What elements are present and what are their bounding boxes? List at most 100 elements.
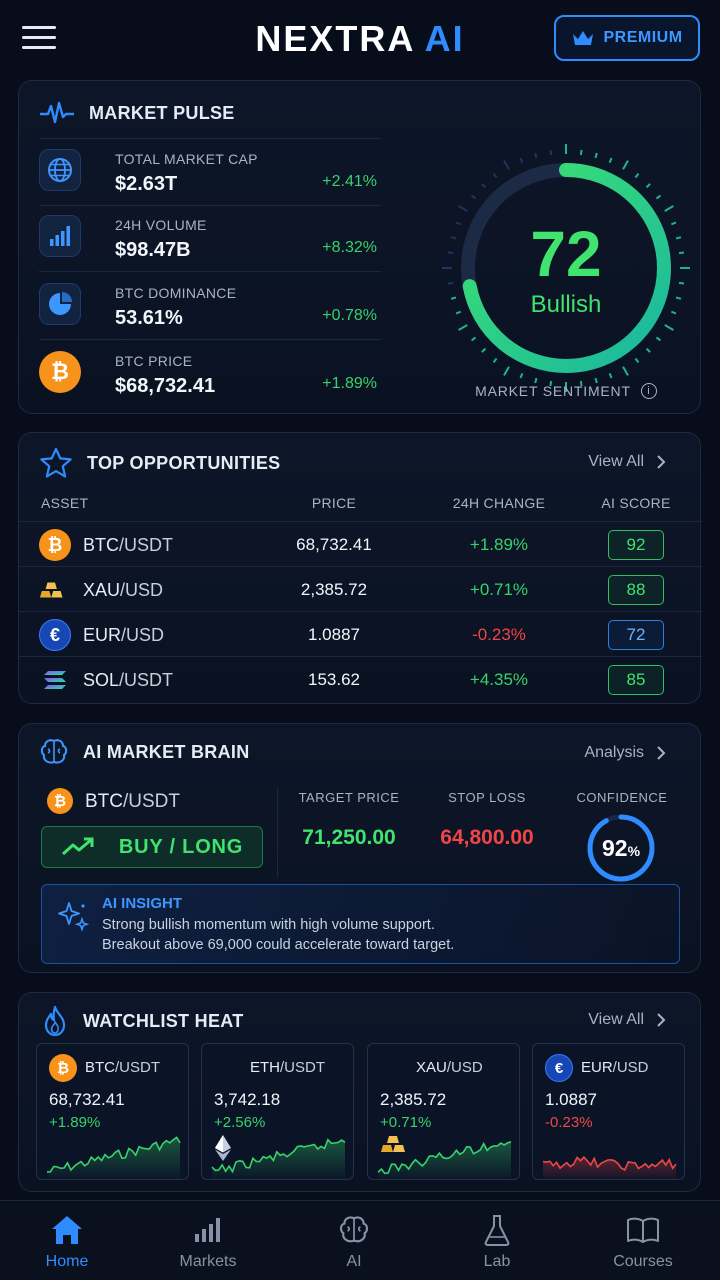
view-all-link[interactable]: View All bbox=[588, 453, 666, 471]
divider bbox=[19, 656, 702, 657]
bitcoin-icon: ₿ bbox=[49, 1054, 77, 1082]
nav-ai[interactable]: AI bbox=[282, 1201, 426, 1280]
divider bbox=[39, 339, 381, 340]
top-opportunities-card: TOP OPPORTUNITIES View All ASSET PRICE 2… bbox=[18, 432, 702, 704]
gauge-tick bbox=[470, 336, 477, 342]
gauge-tick bbox=[455, 310, 462, 315]
sparkline-line bbox=[542, 1156, 677, 1172]
gauge-tick bbox=[634, 172, 640, 179]
pie-chart-icon bbox=[39, 283, 81, 325]
ai-brain-header: AI MARKET BRAIN bbox=[39, 738, 250, 766]
trend-up-icon bbox=[61, 837, 94, 856]
solana-icon bbox=[39, 664, 71, 696]
table-row[interactable]: SOL/USDT 153.62 +4.35% 85 bbox=[19, 657, 702, 701]
buy-long-button[interactable]: BUY / LONG bbox=[41, 826, 263, 868]
top-header: NEXTRA AI PREMIUM bbox=[0, 0, 720, 78]
stat-label: BTC PRICE bbox=[115, 353, 193, 369]
gauge-tick bbox=[678, 251, 685, 255]
gauge-tick bbox=[450, 236, 457, 240]
nav-markets[interactable]: Markets bbox=[136, 1201, 280, 1280]
insight-title: AI INSIGHT bbox=[102, 895, 183, 912]
stat-row[interactable]: BTC DOMINANCE 53.61% +0.78% bbox=[39, 273, 381, 339]
insight-line: Breakout above 69,000 could accelerate t… bbox=[102, 937, 455, 953]
nav-lab[interactable]: Lab bbox=[425, 1201, 569, 1280]
ai-pair: BTC/USDT bbox=[85, 791, 180, 813]
table-row[interactable]: XAU/USD 2,385.72 +0.71% 88 bbox=[19, 567, 702, 611]
brain-icon bbox=[338, 1213, 370, 1247]
premium-button[interactable]: PREMIUM bbox=[554, 15, 700, 61]
home-icon bbox=[50, 1213, 84, 1247]
menu-icon[interactable] bbox=[22, 26, 56, 52]
gauge-tick bbox=[492, 357, 498, 364]
table-row[interactable]: € EUR/USD 1.0887 -0.23% 72 bbox=[19, 612, 702, 656]
watchlist-tile[interactable]: ETH/USDT 3,742.18 +2.56% bbox=[201, 1043, 354, 1180]
gauge-tick bbox=[470, 194, 477, 200]
stat-row[interactable]: TOTAL MARKET CAP $2.63T +2.41% bbox=[39, 139, 381, 205]
asset-change: -0.23% bbox=[472, 625, 526, 644]
brain-icon bbox=[40, 739, 68, 764]
bar-chart-icon bbox=[193, 1213, 223, 1247]
gauge-tick bbox=[481, 347, 487, 353]
tile-price: 2,385.72 bbox=[380, 1090, 447, 1109]
info-icon[interactable]: i bbox=[640, 383, 657, 399]
watchlist-tile[interactable]: XAU/USD 2,385.72 +0.71% bbox=[367, 1043, 520, 1180]
watchlist-header: WATCHLIST HEAT bbox=[41, 1005, 244, 1037]
tile-pair: EUR/USD bbox=[581, 1059, 649, 1076]
asset-change: +1.89% bbox=[469, 535, 529, 554]
view-all-link[interactable]: View All bbox=[588, 1011, 666, 1029]
tile-pair: BTC/USDT bbox=[85, 1059, 160, 1076]
ai-brain-title: AI MARKET BRAIN bbox=[83, 741, 250, 762]
asset-base: BTC bbox=[83, 535, 119, 555]
ai-score-badge: 85 bbox=[608, 665, 664, 695]
asset-quote: /USD bbox=[121, 625, 165, 645]
asset-price: 2,385.72 bbox=[300, 580, 368, 599]
stat-row[interactable]: 24H VOLUME $98.47B +8.32% bbox=[39, 205, 381, 271]
gauge-tick bbox=[481, 183, 487, 189]
stat-change: +1.89% bbox=[322, 375, 377, 392]
ethereum-icon bbox=[214, 1054, 242, 1161]
sparkline-area bbox=[378, 1141, 511, 1179]
sentiment-label: Bullish bbox=[530, 291, 602, 318]
confidence-label: CONFIDENCE bbox=[576, 790, 668, 805]
nav-courses[interactable]: Courses bbox=[571, 1201, 715, 1280]
gauge-tick bbox=[503, 160, 510, 170]
gauge-tick bbox=[678, 281, 685, 285]
watchlist-tile[interactable]: ₿ BTC/USDT 68,732.41 +1.89% bbox=[36, 1043, 189, 1180]
target-price-value: 71,250.00 bbox=[302, 826, 396, 849]
gauge-tick bbox=[455, 221, 462, 226]
sparkline-line bbox=[46, 1136, 181, 1173]
gauge-tick bbox=[675, 236, 682, 240]
star-icon bbox=[40, 447, 72, 478]
gauge-tick bbox=[670, 310, 677, 315]
asset-quote: /USD bbox=[120, 580, 164, 600]
tile-base: EUR bbox=[581, 1059, 613, 1076]
stat-value: 53.61% bbox=[115, 307, 183, 329]
tile-change: +2.56% bbox=[214, 1114, 266, 1131]
analysis-link[interactable]: Analysis bbox=[584, 744, 666, 762]
nav-home[interactable]: Home bbox=[0, 1201, 139, 1280]
top-opportunities-title: TOP OPPORTUNITIES bbox=[87, 452, 281, 473]
analysis-label: Analysis bbox=[584, 744, 644, 761]
watchlist-tile[interactable]: € EUR/USD 1.0887 -0.23% bbox=[532, 1043, 685, 1180]
gauge-tick bbox=[450, 296, 457, 300]
sparkline-line bbox=[211, 1138, 346, 1174]
sparkle-icon bbox=[58, 902, 90, 932]
divider bbox=[19, 566, 702, 567]
table-row[interactable]: ₿ BTC/USDT 68,732.41 +1.89% 92 bbox=[19, 522, 702, 566]
asset-price: 153.62 bbox=[308, 670, 360, 689]
column-header-change: 24H CHANGE bbox=[452, 495, 546, 511]
premium-label: PREMIUM bbox=[603, 29, 683, 46]
bitcoin-icon: ₿ bbox=[39, 529, 71, 561]
stop-loss-value: 64,800.00 bbox=[440, 826, 534, 849]
sentiment-score: 72 bbox=[530, 218, 602, 290]
sparkline-chart bbox=[46, 1136, 181, 1179]
gauge-tick bbox=[519, 372, 524, 379]
asset-pair: XAU/USD bbox=[83, 580, 163, 601]
stat-row[interactable]: ₿ BTC PRICE $68,732.41 +1.89% bbox=[39, 341, 381, 407]
gauge-tick bbox=[670, 221, 677, 226]
gold-bars-icon bbox=[39, 574, 71, 606]
gauge-tick bbox=[519, 157, 524, 164]
divider bbox=[39, 138, 381, 139]
tile-base: ETH bbox=[250, 1059, 280, 1076]
